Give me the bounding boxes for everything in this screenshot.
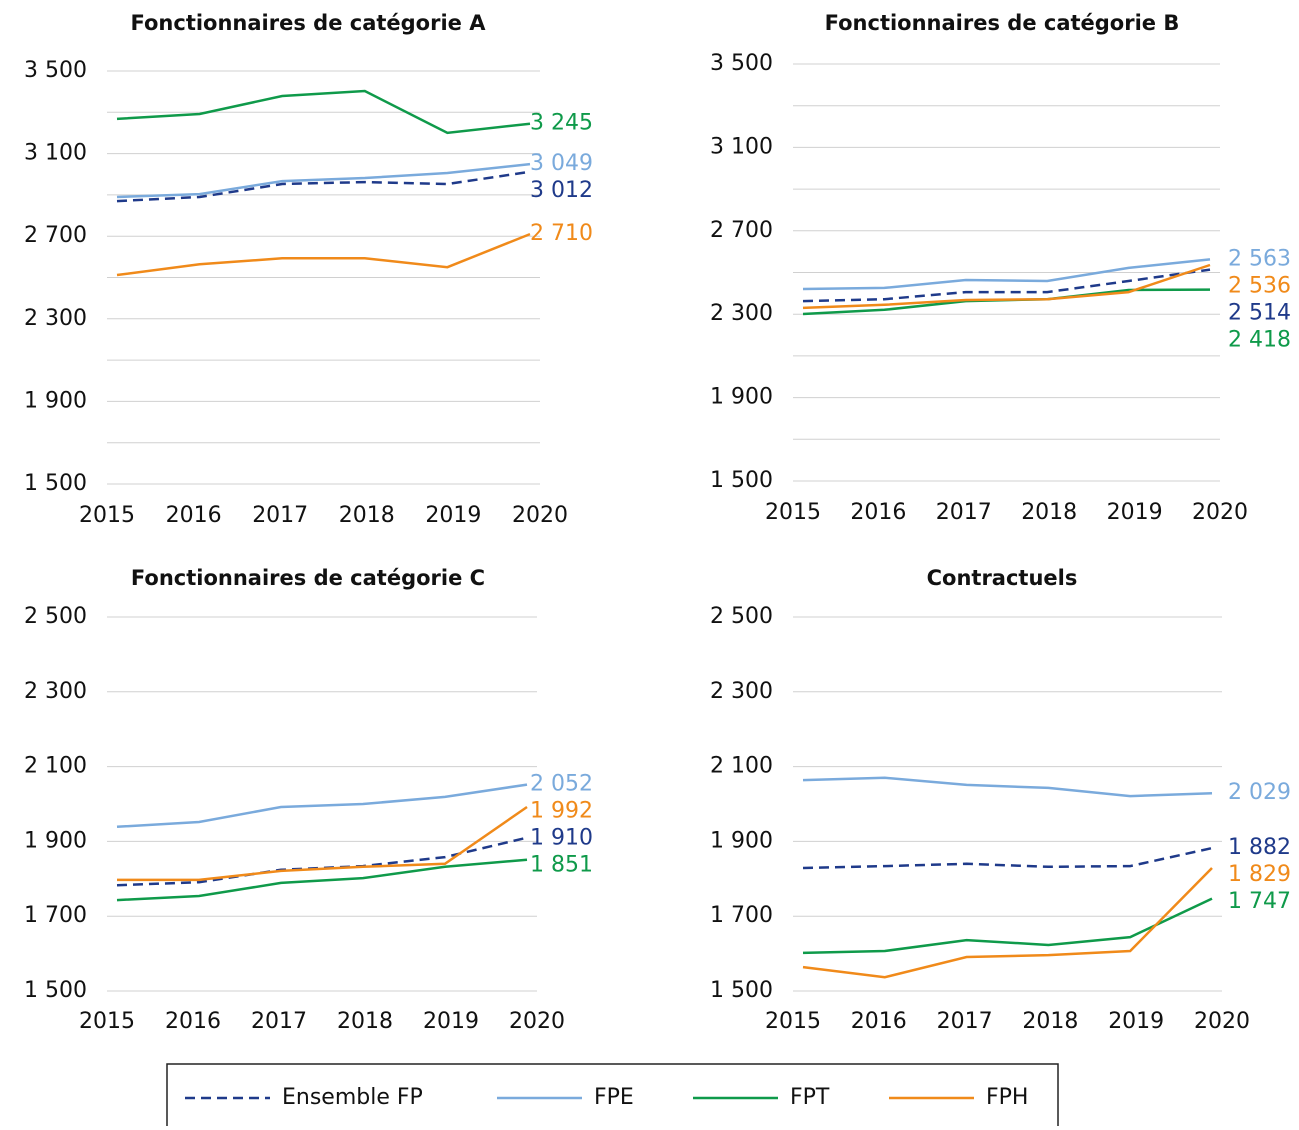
data-label: 2 536 [1228,273,1291,298]
x-tick-label: 2020 [1194,1009,1250,1034]
data-label: 1 882 [1228,835,1291,860]
chart-title: Fonctionnaires de catégorie B [825,11,1180,35]
y-tick-label: 2 300 [24,679,87,704]
y-tick-label: 2 300 [710,301,773,326]
y-tick-label: 2 300 [710,679,773,704]
series-line: Ensemble FP [802,846,1213,870]
x-tick-label: 2016 [165,1009,221,1034]
legend-label: Ensemble FP [282,1085,423,1110]
y-tick-label: 1 500 [710,978,773,1003]
series-line: FPE [116,783,528,829]
x-tick-label: 2015 [79,503,135,528]
series-line: FPH [116,232,531,277]
y-tick-label: 2 100 [24,754,87,779]
series-line: FPE [802,258,1211,291]
x-tick-label: 2020 [512,503,568,528]
y-tick-label: 2 300 [24,306,87,331]
legend-label: FPT [790,1085,830,1110]
x-tick-label: 2015 [765,1009,821,1034]
series-line: FPT [116,89,531,135]
data-label: 1 910 [530,826,593,851]
y-tick-label: 3 100 [24,141,87,166]
data-label: 2 710 [530,221,593,246]
data-label: 1 851 [530,853,593,878]
y-tick-label: 2 500 [24,604,87,629]
x-tick-label: 2016 [851,1009,907,1034]
data-label: 2 563 [1228,246,1291,271]
x-tick-label: 2019 [1108,1009,1164,1034]
y-tick-label: 1 500 [710,468,773,493]
x-tick-label: 2018 [1022,1009,1078,1034]
series-line: FPE [116,162,531,199]
data-label: 2 514 [1228,300,1291,325]
data-label: 3 049 [530,151,593,176]
series-line: FPH [802,263,1211,310]
y-tick-label: 3 500 [710,51,773,76]
x-tick-label: 2018 [1021,500,1077,525]
x-tick-label: 2017 [937,1009,993,1034]
y-tick-label: 3 500 [24,58,87,83]
y-tick-label: 1 700 [24,903,87,928]
series-line: Ensemble FP [802,268,1211,303]
y-tick-label: 1 900 [24,388,87,413]
x-tick-label: 2020 [509,1009,565,1034]
y-tick-label: 1 900 [710,385,773,410]
y-tick-label: 1 500 [24,471,87,496]
data-label: 2 052 [530,772,593,797]
x-tick-label: 2017 [936,500,992,525]
series-line: FPH [117,805,528,882]
y-tick-label: 2 700 [24,223,87,248]
y-tick-label: 1 900 [710,828,773,853]
y-tick-label: 1 900 [24,828,87,853]
x-tick-label: 2018 [339,503,395,528]
series-line: FPT [116,858,528,902]
x-tick-label: 2015 [79,1009,135,1034]
data-label: 3 012 [530,178,593,203]
y-tick-label: 2 500 [710,604,773,629]
series-line: FPE [802,776,1213,798]
series-line: Ensemble FP [116,170,531,203]
x-tick-label: 2016 [166,503,222,528]
series-line: FPT [802,288,1211,316]
y-tick-label: 1 700 [710,903,773,928]
chart-title: Contractuels [927,566,1078,590]
series-line: FPH [802,867,1213,979]
x-tick-label: 2019 [1107,500,1163,525]
x-tick-label: 2016 [850,500,906,525]
x-tick-label: 2019 [423,1009,479,1034]
legend-label: FPH [986,1085,1028,1110]
data-label: 1 829 [1228,862,1291,887]
legend-label: FPE [594,1085,634,1110]
x-tick-label: 2017 [252,503,308,528]
y-tick-label: 3 100 [710,134,773,159]
x-tick-label: 2017 [251,1009,307,1034]
x-tick-label: 2019 [425,503,481,528]
x-tick-label: 2015 [765,500,821,525]
chart-title: Fonctionnaires de catégorie A [131,11,487,35]
x-tick-label: 2018 [337,1009,393,1034]
series-line: Ensemble FP [116,836,528,887]
series-line: FPT [802,897,1213,955]
y-tick-label: 2 100 [710,754,773,779]
y-tick-label: 2 700 [710,218,773,243]
data-label: 2 418 [1228,327,1291,352]
data-label: 3 245 [530,111,593,136]
data-label: 1 992 [530,799,593,824]
y-tick-label: 1 500 [24,978,87,1003]
x-tick-label: 2020 [1192,500,1248,525]
data-label: 2 029 [1228,780,1291,805]
data-label: 1 747 [1228,889,1291,914]
chart-title: Fonctionnaires de catégorie C [131,566,485,590]
